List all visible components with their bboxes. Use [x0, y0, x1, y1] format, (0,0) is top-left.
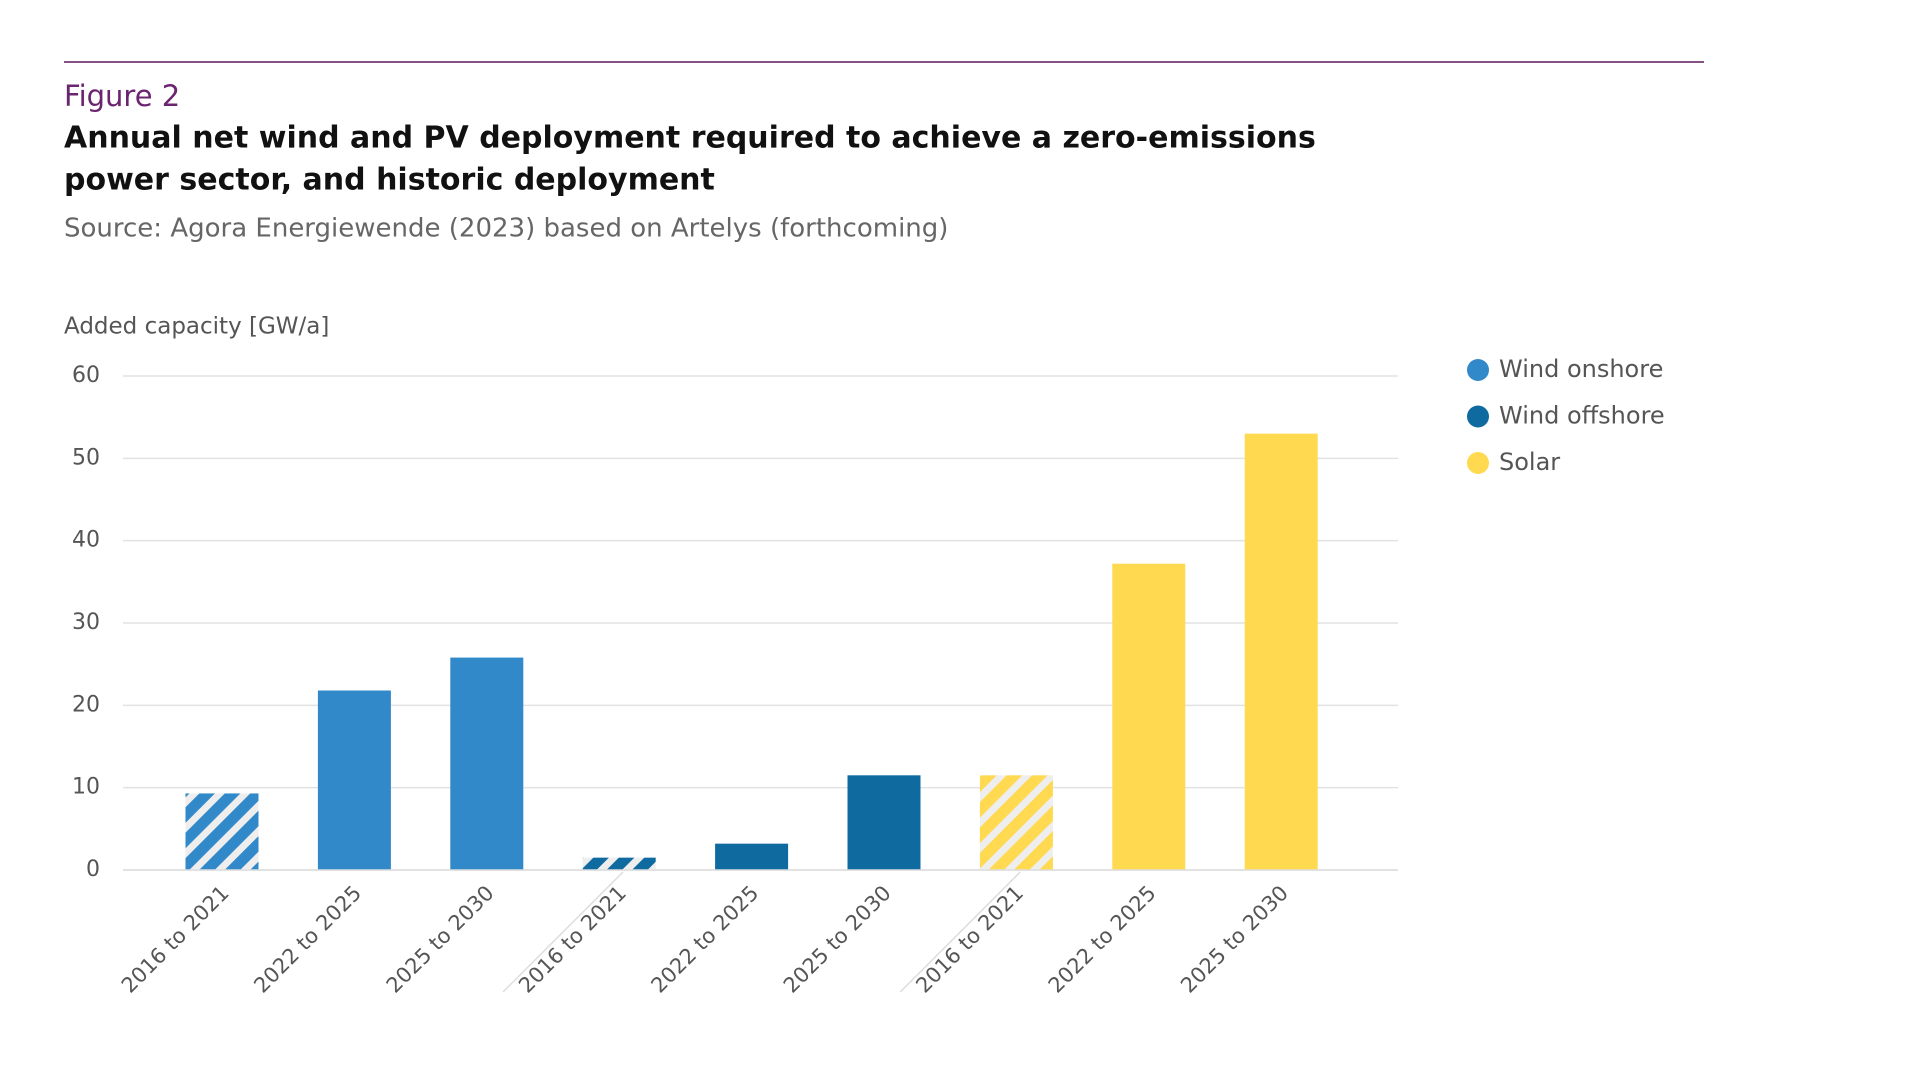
legend-swatch: [1467, 452, 1489, 474]
y-tick-label: 0: [86, 857, 100, 882]
x-tick-label: 2022 to 2025: [646, 881, 763, 998]
x-tick-label: 2022 to 2025: [249, 881, 366, 998]
legend-swatch: [1467, 359, 1489, 381]
legend-swatch: [1467, 405, 1489, 428]
bar: [979, 775, 1053, 870]
bar: [1244, 433, 1318, 870]
legend-label: Wind offshore: [1499, 402, 1665, 430]
chart-title: Annual net wind and PV deployment requir…: [64, 121, 1316, 156]
y-tick-label: 20: [72, 692, 100, 717]
chart-title: power sector, and historic deployment: [64, 163, 715, 198]
legend-label: Wind onshore: [1499, 355, 1663, 383]
bar: [847, 775, 921, 870]
x-tick-label: 2016 to 2021: [117, 881, 234, 998]
bar: [715, 843, 789, 870]
y-tick-label: 10: [72, 775, 100, 800]
bar: [185, 793, 259, 870]
x-tick-label: 2025 to 2030: [779, 881, 896, 998]
x-tick-label: 2016 to 2021: [911, 881, 1028, 998]
figure-number: Figure 2: [64, 79, 180, 113]
group-separator: [502, 871, 624, 993]
x-tick-label: 2016 to 2021: [514, 881, 631, 998]
bar: [317, 690, 391, 870]
y-axis-label: Added capacity [GW/a]: [64, 314, 329, 340]
bar: [582, 857, 656, 870]
y-tick-label: 60: [72, 363, 100, 388]
x-tick-label: 2022 to 2025: [1044, 881, 1161, 998]
source: Source: Agora Energiewende (2023) based …: [64, 214, 948, 244]
y-tick-label: 30: [72, 610, 100, 635]
bar: [1112, 563, 1186, 870]
x-tick-label: 2025 to 2030: [382, 881, 499, 998]
group-separator: [899, 871, 1021, 993]
legend-label: Solar: [1499, 448, 1560, 476]
y-tick-label: 40: [72, 528, 100, 553]
bar: [450, 657, 524, 870]
x-tick-label: 2025 to 2030: [1176, 881, 1293, 998]
y-tick-label: 50: [72, 445, 100, 470]
